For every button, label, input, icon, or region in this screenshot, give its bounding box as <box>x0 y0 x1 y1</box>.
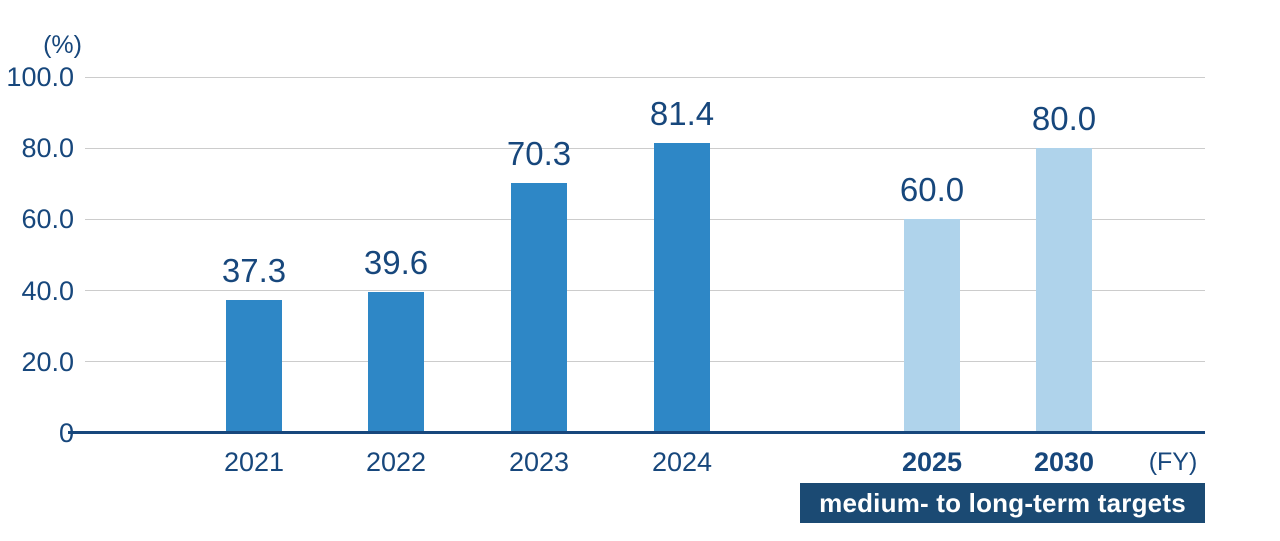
value-label-2024: 81.4 <box>649 95 715 133</box>
xtick-label-2022: 2022 <box>365 447 427 477</box>
ytick-label-100.0: 100.0 <box>6 62 74 92</box>
plot-area: 100.0 80.0 60.0 40.0 20.0 0 37.3 39.6 70.3 81.4 6… <box>6 62 1205 477</box>
targets-annotation-banner: medium- to long-term targets <box>800 483 1205 523</box>
value-label-2025: 60.0 <box>899 171 965 209</box>
bar-2024 <box>654 143 710 433</box>
gridline-40.0 <box>85 290 1205 292</box>
ytick-label-60.0: 60.0 <box>21 204 74 235</box>
bar-2023 <box>511 182 567 433</box>
gridline-60.0 <box>85 218 1205 220</box>
ytick-label-40.0: 40.0 <box>21 275 74 306</box>
value-label-2030: 80.0 <box>1031 100 1097 138</box>
x-axis-line <box>68 431 1205 434</box>
bar-2021 <box>226 300 282 433</box>
gridline-80.0 <box>85 147 1205 149</box>
gridline-20.0 <box>85 361 1205 363</box>
value-label-2021: 37.3 <box>221 252 287 290</box>
gridline-100.0 <box>85 76 1205 78</box>
xtick-label-2024: 2024 <box>651 447 713 477</box>
bar-2022 <box>368 292 424 433</box>
xtick-label-2021: 2021 <box>223 447 285 477</box>
y-axis-unit-label: (%) <box>43 31 82 59</box>
bar-2030 <box>1036 148 1092 433</box>
xtick-label-2025: 2025 <box>901 447 963 477</box>
ytick-label-0: 0 <box>58 418 74 448</box>
x-axis-unit-label: (FY) <box>1148 448 1198 476</box>
ytick-label-20.0: 20.0 <box>21 346 74 377</box>
value-label-2023: 70.3 <box>506 134 572 172</box>
bar-2025 <box>904 219 960 433</box>
xtick-label-2030: 2030 <box>1033 447 1095 477</box>
xtick-label-2023: 2023 <box>508 447 570 477</box>
value-label-2022: 39.6 <box>363 244 429 282</box>
ytick-label-80.0: 80.0 <box>21 133 74 164</box>
